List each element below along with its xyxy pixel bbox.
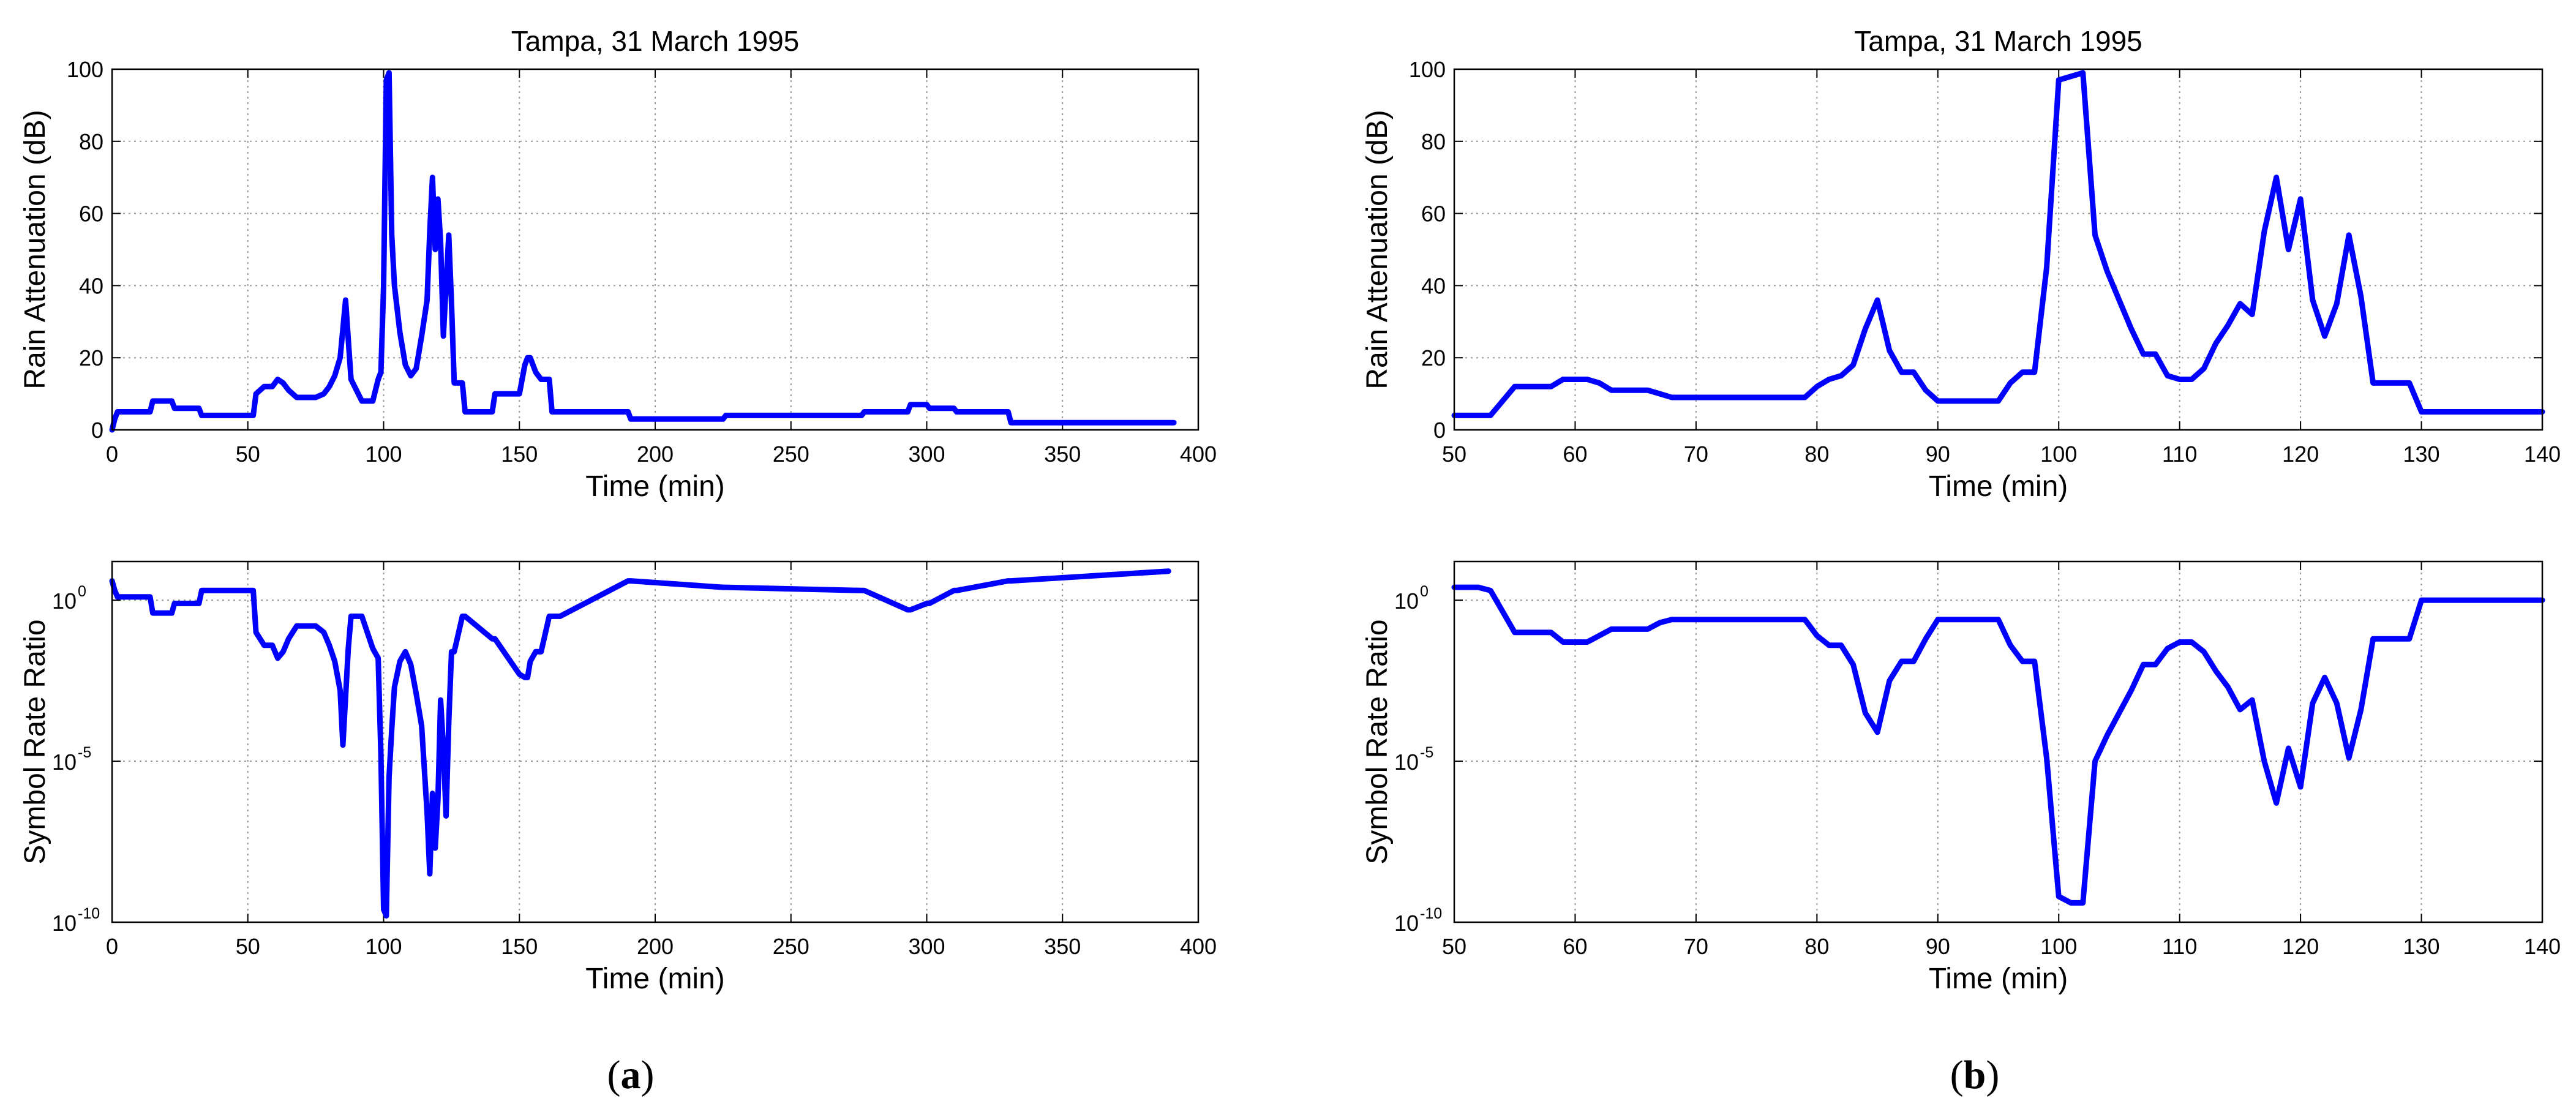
chart-title: Tampa, 31 March 1995 [511, 25, 800, 57]
y-axis-label: Symbol Rate Ratio [1361, 619, 1394, 864]
x-tick-label: 150 [501, 934, 538, 959]
y-tick-label: 10 [52, 750, 77, 775]
y-tick-label: 10 [52, 911, 77, 936]
x-tick-label: 200 [637, 442, 674, 467]
x-tick-label: 140 [2524, 442, 2561, 467]
x-tick-label: 60 [1563, 934, 1587, 959]
data-series-line [1451, 70, 2545, 418]
y-tick-exponent: -5 [1420, 744, 1433, 761]
y-tick-label: 0 [1433, 418, 1446, 443]
x-tick-label: 0 [106, 934, 118, 959]
x-tick-label: 250 [773, 442, 809, 467]
x-tick-label: 140 [2524, 934, 2561, 959]
x-tick-label: 110 [2162, 934, 2197, 959]
x-tick-label: 130 [2403, 934, 2440, 959]
x-tick-label: 250 [773, 934, 809, 959]
plot-frame [111, 560, 1200, 923]
x-axis-label: Time (min) [1929, 963, 2068, 995]
x-tick-label: 50 [1442, 934, 1466, 959]
x-tick-label: 0 [106, 442, 118, 467]
x-tick-label: 80 [1804, 442, 1829, 467]
caption-b: (b) [1950, 1053, 2000, 1097]
x-tick-label: 90 [1926, 934, 1950, 959]
y-tick-label: 60 [79, 201, 103, 227]
x-tick-label: 70 [1684, 934, 1708, 959]
y-tick-label: 40 [79, 273, 103, 298]
plot-frame [1453, 560, 2544, 923]
chart-b-top: 50 60 70 80 90 100 110 120 130 140 0 20 40 60 80 100 Tam… [1361, 25, 2561, 503]
y-axis-label: Rain Attenuation (dB) [19, 110, 51, 389]
y-tick-label: 80 [1421, 129, 1446, 154]
x-axis-label: Time (min) [585, 470, 725, 503]
x-tick-label: 400 [1180, 442, 1217, 467]
plot-frame [111, 68, 1200, 431]
x-tick-label: 90 [1926, 442, 1950, 467]
chart-a-top: 0 50 100 150 200 250 300 350 400 0 20 40 60 80 100 Tamp… [19, 25, 1217, 503]
x-tick-label: 110 [2162, 442, 2197, 467]
x-tick-label: 100 [365, 934, 402, 959]
y-tick-label: 100 [67, 57, 103, 82]
y-tick-label: 60 [1421, 201, 1446, 227]
x-axis-label: Time (min) [585, 963, 725, 995]
x-tick-label: 70 [1684, 442, 1708, 467]
y-tick-label: 10 [1394, 588, 1419, 614]
y-tick-exponent: -5 [78, 744, 91, 761]
x-tick-label: 50 [1442, 442, 1466, 467]
x-tick-label: 150 [501, 442, 538, 467]
x-tick-label: 100 [2040, 442, 2077, 467]
y-tick-label: 20 [79, 345, 103, 370]
data-series-line [1451, 584, 2545, 906]
x-axis-label: Time (min) [1929, 470, 2068, 503]
y-tick-label: 100 [1409, 57, 1446, 82]
y-tick-label: 0 [91, 418, 103, 443]
caption-b-letter: b [1963, 1053, 1986, 1097]
plot-frame [1453, 68, 2544, 431]
y-axis-label: Rain Attenuation (dB) [1361, 110, 1394, 389]
x-tick-label: 300 [908, 442, 945, 467]
x-tick-label: 130 [2403, 442, 2440, 467]
y-axis-label: Symbol Rate Ratio [19, 619, 51, 864]
y-tick-label: 80 [79, 129, 103, 154]
x-tick-label: 120 [2282, 442, 2319, 467]
y-tick-label: 10 [52, 588, 77, 614]
x-tick-label: 120 [2282, 934, 2319, 959]
x-tick-label: 400 [1180, 934, 1217, 959]
data-series-line [109, 70, 1177, 433]
x-tick-label: 100 [2040, 934, 2077, 959]
x-tick-label: 80 [1804, 934, 1829, 959]
y-tick-label: 10 [1394, 911, 1419, 936]
chart-title: Tampa, 31 March 1995 [1854, 25, 2142, 57]
y-tick-exponent: 0 [78, 583, 86, 600]
caption-a: (a) [607, 1053, 655, 1097]
x-tick-label: 350 [1044, 442, 1081, 467]
y-tick-label: 10 [1394, 750, 1419, 775]
x-tick-label: 60 [1563, 442, 1587, 467]
y-tick-label: 20 [1421, 345, 1446, 370]
x-tick-label: 350 [1044, 934, 1081, 959]
x-tick-label: 100 [365, 442, 402, 467]
x-tick-label: 50 [236, 934, 260, 959]
y-tick-exponent: -10 [78, 905, 100, 922]
y-tick-label: 40 [1421, 273, 1446, 298]
y-tick-exponent: 0 [1420, 583, 1429, 600]
data-series-line [109, 568, 1171, 919]
x-tick-label: 200 [637, 934, 674, 959]
x-tick-label: 300 [908, 934, 945, 959]
caption-a-letter: a [620, 1053, 641, 1097]
x-tick-label: 50 [236, 442, 260, 467]
y-tick-exponent: -10 [1420, 905, 1442, 922]
